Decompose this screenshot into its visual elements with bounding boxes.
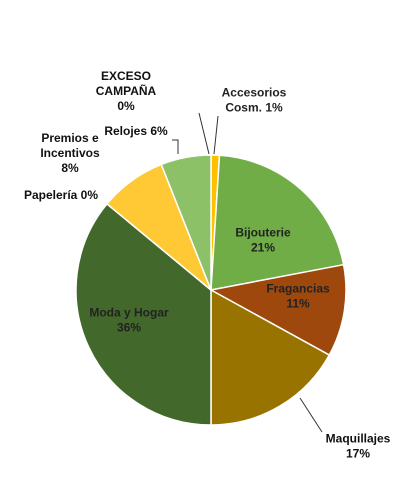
slice-label: Fragancias 11%	[266, 282, 330, 311]
slice-label-line: 0%	[117, 99, 135, 113]
slice-label-line: Relojes 6%	[104, 124, 168, 138]
slice-label-line: Maquillajes	[326, 432, 391, 446]
pie-slice	[75, 202, 212, 426]
slice-label-line: EXCESO	[101, 69, 151, 83]
leader-line	[172, 139, 179, 154]
slice-label: Premios e Incentivos 8%	[40, 131, 100, 175]
slice-label-line: 8%	[61, 161, 79, 175]
leader-line	[198, 112, 210, 155]
leader-line	[213, 115, 219, 155]
leader-line	[299, 397, 323, 433]
slice-label: Accesorios Cosm. 1%	[222, 86, 287, 115]
pie-slices	[75, 154, 347, 426]
slice-label-line: Moda y Hogar	[89, 306, 169, 320]
slice-label-line: Bijouterie	[235, 226, 291, 240]
pie-slice	[210, 288, 331, 426]
slice-label-line: 21%	[251, 241, 275, 255]
slice-label-line: Papelería 0%	[24, 188, 98, 202]
slice-label-line: 36%	[117, 321, 141, 335]
slice-label-line: Incentivos	[40, 146, 100, 160]
slice-label: Moda y Hogar 36%	[89, 306, 169, 335]
slice-labels: Accesorios Cosm. 1% Bijouterie 21% Fragancia…	[24, 69, 391, 461]
pie-slice	[210, 154, 345, 291]
slice-label-line: 17%	[346, 447, 370, 461]
slice-label-line: Cosm. 1%	[225, 101, 283, 115]
slice-label-line: Accesorios	[222, 86, 287, 100]
pie-slice	[208, 263, 347, 357]
leader-lines	[172, 112, 323, 433]
pie-slice	[160, 154, 212, 291]
slice-label-line: CAMPAÑA	[96, 83, 157, 98]
slice-label-line: 11%	[286, 297, 310, 311]
slice-label: Papelería 0%	[24, 188, 98, 202]
slice-label: Relojes 6%	[104, 124, 168, 138]
slice-label-line: Fragancias	[266, 282, 330, 296]
slice-label-line: Premios e	[41, 131, 99, 145]
slice-label: Maquillajes 17%	[326, 432, 391, 461]
slice-label: Bijouterie 21%	[235, 226, 291, 255]
slice-label: EXCESO CAMPAÑA 0%	[96, 69, 157, 113]
